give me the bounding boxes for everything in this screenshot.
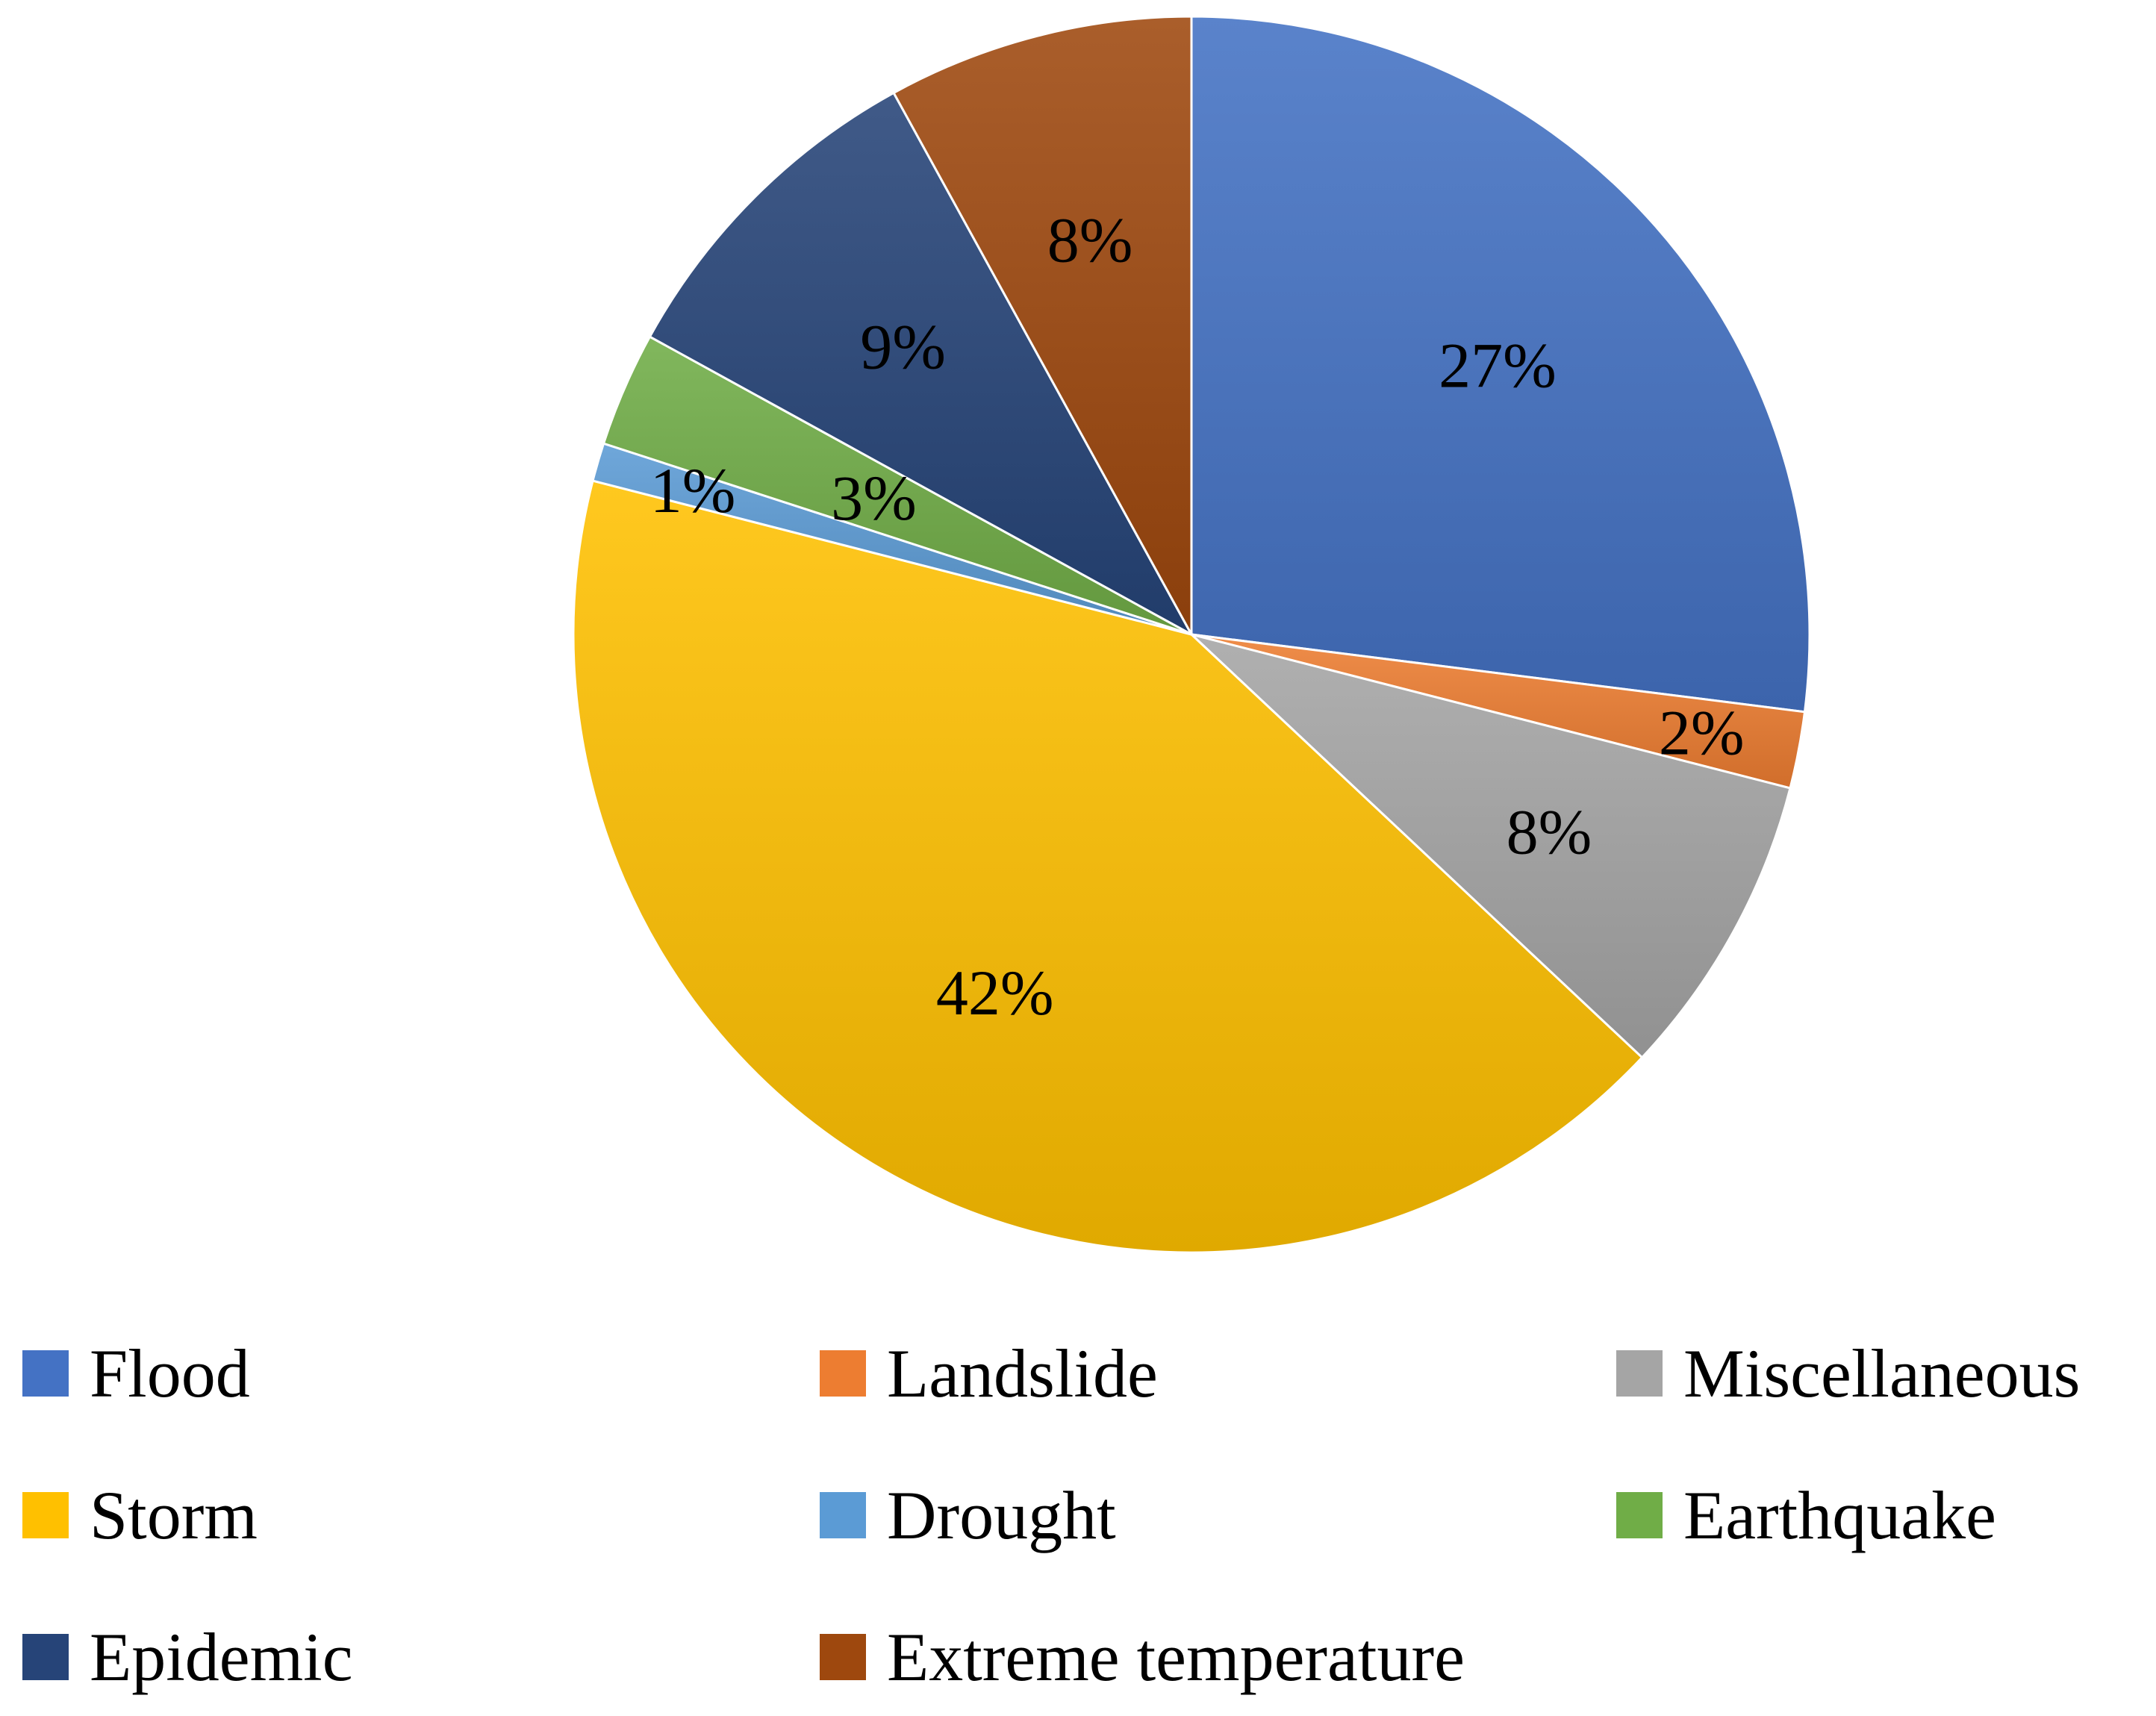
pie-slice-storm [572, 479, 1644, 1254]
legend-item-drought: Drought [820, 1478, 1116, 1553]
legend-label-miscellaneous: Miscellaneous [1683, 1335, 2081, 1411]
data-label-flood: 27% [1439, 330, 1557, 402]
legend-item-extreme-temperature: Extreme temperature [820, 1620, 1465, 1694]
pie-slice-flood [1190, 15, 1811, 714]
legend: Flood Landslide Miscellaneous Storm Drou… [22, 1336, 2150, 1694]
data-label-extreme-temperature: 8% [1047, 205, 1133, 276]
data-label-drought: 1% [650, 455, 736, 526]
legend-swatch-storm [22, 1492, 69, 1538]
legend-item-earthquake: Earthquake [1616, 1478, 1996, 1553]
legend-swatch-flood [22, 1350, 69, 1397]
pie-slices [572, 15, 1811, 1254]
legend-swatch-epidemic [22, 1634, 69, 1680]
pie-plot-area: 27% 2% 8% 42% 1% 3% 9% 8% [572, 15, 1811, 1254]
legend-label-earthquake: Earthquake [1683, 1477, 1996, 1553]
legend-item-storm: Storm [22, 1478, 258, 1553]
legend-item-flood: Flood [22, 1336, 250, 1411]
legend-label-flood: Flood [90, 1335, 250, 1411]
pie-data-labels: 27% 2% 8% 42% 1% 3% 9% 8% [650, 205, 1745, 1029]
legend-item-landslide: Landslide [820, 1336, 1158, 1411]
legend-label-extreme-temperature: Extreme temperature [887, 1619, 1465, 1695]
legend-swatch-earthquake [1616, 1492, 1663, 1538]
legend-swatch-landslide [820, 1350, 866, 1397]
legend-swatch-drought [820, 1492, 866, 1538]
data-label-miscellaneous: 8% [1507, 796, 1592, 867]
legend-label-epidemic: Epidemic [90, 1619, 353, 1695]
legend-label-drought: Drought [887, 1477, 1116, 1553]
pie-slice-extreme-temperature [892, 15, 1193, 635]
legend-swatch-extreme-temperature [820, 1634, 866, 1680]
data-label-storm: 42% [936, 957, 1054, 1029]
legend-label-storm: Storm [90, 1477, 258, 1553]
data-label-epidemic: 9% [860, 311, 946, 383]
pie-slice-epidemic [648, 91, 1194, 637]
legend-item-epidemic: Epidemic [22, 1620, 353, 1694]
data-label-earthquake: 3% [831, 462, 917, 534]
legend-item-miscellaneous: Miscellaneous [1616, 1336, 2080, 1411]
pie-slice-miscellaneous [1190, 633, 1792, 1059]
legend-swatch-miscellaneous [1616, 1350, 1663, 1397]
data-label-landslide: 2% [1659, 696, 1745, 768]
legend-label-landslide: Landslide [887, 1335, 1158, 1411]
